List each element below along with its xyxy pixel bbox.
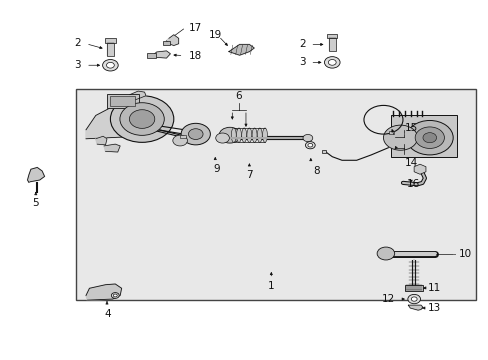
Text: 11: 11 bbox=[427, 283, 440, 293]
Circle shape bbox=[376, 247, 394, 260]
Text: 10: 10 bbox=[458, 248, 471, 258]
Polygon shape bbox=[407, 305, 422, 310]
Bar bbox=[110, 96, 135, 107]
Ellipse shape bbox=[231, 128, 236, 142]
Circle shape bbox=[106, 62, 114, 68]
Circle shape bbox=[328, 59, 335, 65]
Bar bbox=[321, 149, 326, 153]
Text: 6: 6 bbox=[235, 91, 242, 101]
Circle shape bbox=[383, 125, 417, 150]
Ellipse shape bbox=[262, 128, 267, 142]
Polygon shape bbox=[154, 51, 170, 58]
Text: 2: 2 bbox=[298, 40, 305, 49]
Polygon shape bbox=[130, 91, 146, 101]
Text: 18: 18 bbox=[188, 51, 201, 61]
Text: 13: 13 bbox=[427, 303, 440, 313]
Bar bbox=[105, 39, 115, 42]
Circle shape bbox=[172, 135, 187, 146]
Circle shape bbox=[305, 141, 315, 149]
Text: 12: 12 bbox=[381, 294, 394, 304]
Circle shape bbox=[215, 133, 229, 143]
Circle shape bbox=[303, 134, 312, 141]
Text: 9: 9 bbox=[213, 164, 220, 174]
Circle shape bbox=[219, 127, 240, 143]
Circle shape bbox=[120, 103, 164, 135]
Polygon shape bbox=[96, 136, 107, 145]
Circle shape bbox=[113, 294, 117, 297]
Bar bbox=[388, 131, 393, 134]
Bar bbox=[106, 42, 114, 55]
Text: 16: 16 bbox=[406, 179, 419, 189]
Bar bbox=[76, 89, 475, 300]
Circle shape bbox=[307, 143, 312, 147]
Text: 15: 15 bbox=[404, 123, 417, 133]
Polygon shape bbox=[228, 44, 254, 55]
Bar bbox=[390, 116, 456, 157]
Circle shape bbox=[129, 110, 155, 129]
Circle shape bbox=[188, 129, 203, 139]
Text: 8: 8 bbox=[313, 166, 319, 176]
Polygon shape bbox=[104, 144, 120, 152]
Polygon shape bbox=[86, 284, 122, 300]
Circle shape bbox=[406, 121, 452, 155]
Circle shape bbox=[102, 59, 118, 71]
Circle shape bbox=[111, 293, 119, 298]
Bar bbox=[326, 34, 337, 38]
Circle shape bbox=[410, 297, 416, 301]
Circle shape bbox=[324, 57, 339, 68]
Ellipse shape bbox=[257, 128, 262, 142]
Ellipse shape bbox=[252, 128, 257, 142]
Bar bbox=[180, 135, 185, 138]
Polygon shape bbox=[86, 101, 157, 139]
Ellipse shape bbox=[246, 128, 251, 142]
Text: 7: 7 bbox=[245, 170, 252, 180]
Bar bbox=[163, 41, 169, 45]
Text: 5: 5 bbox=[32, 198, 39, 208]
Text: 4: 4 bbox=[104, 309, 111, 319]
Text: 2: 2 bbox=[74, 38, 81, 48]
Circle shape bbox=[407, 294, 420, 304]
Text: 3: 3 bbox=[74, 60, 81, 70]
Ellipse shape bbox=[236, 128, 241, 142]
Text: 3: 3 bbox=[298, 57, 305, 67]
Circle shape bbox=[422, 133, 436, 143]
Circle shape bbox=[181, 123, 210, 145]
Polygon shape bbox=[166, 35, 178, 45]
Text: 1: 1 bbox=[267, 281, 274, 291]
Bar bbox=[107, 94, 139, 108]
Bar bbox=[328, 38, 335, 51]
Polygon shape bbox=[27, 167, 44, 183]
Bar bbox=[405, 285, 422, 291]
Bar bbox=[147, 53, 156, 58]
Circle shape bbox=[414, 127, 444, 148]
Ellipse shape bbox=[241, 128, 246, 142]
Circle shape bbox=[110, 96, 173, 142]
Text: 14: 14 bbox=[404, 158, 417, 168]
Text: 19: 19 bbox=[209, 31, 222, 40]
Text: 17: 17 bbox=[188, 23, 201, 33]
